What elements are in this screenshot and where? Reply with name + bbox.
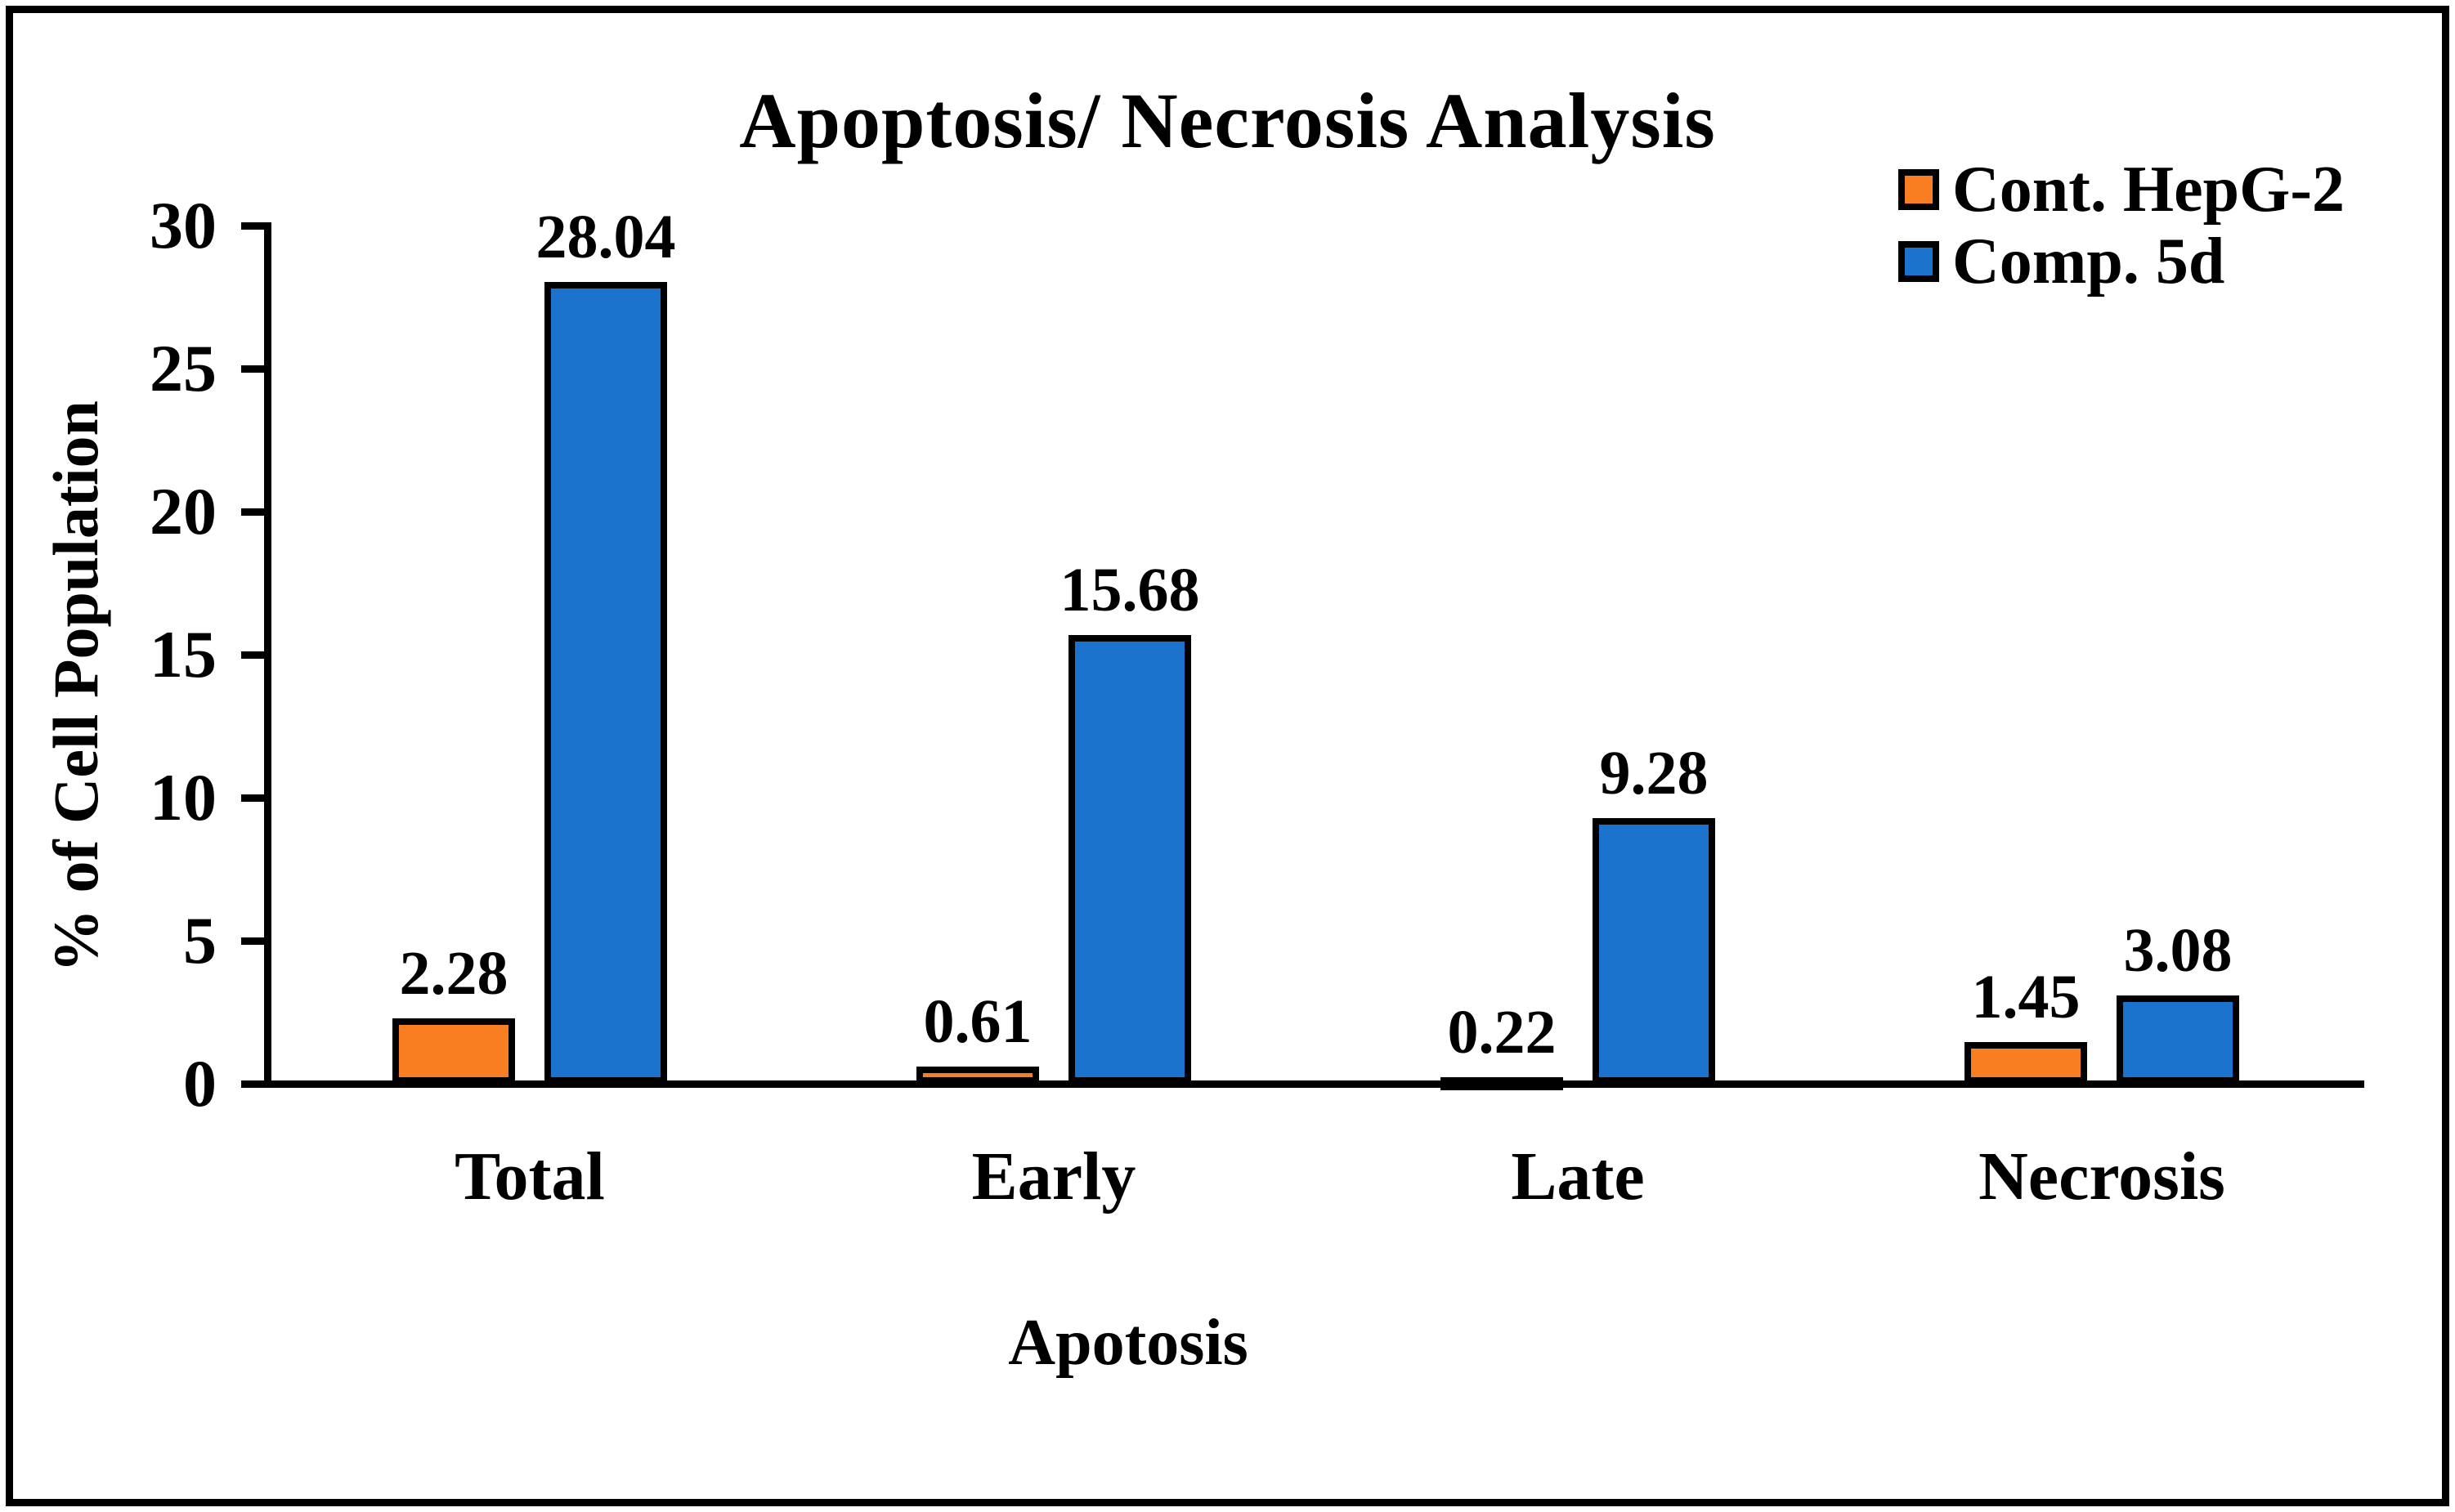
y-tick-label: 0 xyxy=(183,1046,217,1121)
legend-item-cont-hepg2: Cont. HepG-2 xyxy=(1898,154,2345,226)
legend-item-comp-5d: Comp. 5d xyxy=(1898,226,2345,297)
legend-label-comp-5d: Comp. 5d xyxy=(1952,226,2225,297)
x-axis-title: Apotosis xyxy=(1008,1307,1248,1379)
y-tick-label: 10 xyxy=(150,760,217,834)
x-category-label-total: Total xyxy=(455,1138,605,1215)
bar-comp-5d-early xyxy=(1068,635,1191,1084)
chart-title: Apoptosis/ Necrosis Analysis xyxy=(739,77,1716,164)
x-category-label-necrosis: Necrosis xyxy=(1978,1138,2225,1215)
bar-comp-5d-late xyxy=(1593,818,1715,1084)
legend-swatch-orange xyxy=(1898,169,1939,210)
bar-cont-hepg-2-late xyxy=(1440,1077,1563,1090)
x-category-label-late: Late xyxy=(1511,1138,1645,1215)
data-label-cont-hepg-2-necrosis: 1.45 xyxy=(1971,963,2081,1031)
bar-comp-5d-necrosis xyxy=(2117,995,2239,1084)
y-tick-label: 5 xyxy=(183,903,217,977)
bar-comp-5d-total xyxy=(544,282,667,1084)
y-axis-line xyxy=(264,222,271,1088)
data-label-cont-hepg-2-early: 0.61 xyxy=(923,987,1033,1056)
y-tick xyxy=(241,651,264,659)
x-category-label-early: Early xyxy=(971,1138,1136,1215)
legend: Cont. HepG-2 Comp. 5d xyxy=(1898,154,2345,297)
data-label-comp-5d-late: 9.28 xyxy=(1599,739,1709,807)
x-axis-line xyxy=(264,1080,2364,1088)
figure-border xyxy=(6,6,2449,1506)
y-tick-label: 15 xyxy=(150,617,217,691)
y-tick xyxy=(241,1080,264,1088)
y-tick xyxy=(241,365,264,373)
bar-cont-hepg-2-necrosis xyxy=(1964,1042,2087,1084)
legend-swatch-blue xyxy=(1898,241,1939,282)
y-tick xyxy=(241,508,264,516)
y-tick-label: 25 xyxy=(150,331,217,405)
y-tick xyxy=(241,937,264,945)
y-tick xyxy=(241,222,264,230)
y-tick xyxy=(241,794,264,802)
data-label-comp-5d-early: 15.68 xyxy=(1060,556,1200,624)
y-tick-label: 30 xyxy=(150,188,217,262)
data-label-cont-hepg-2-total: 2.28 xyxy=(399,939,508,1008)
data-label-cont-hepg-2-late: 0.22 xyxy=(1447,998,1557,1067)
data-label-comp-5d-total: 28.04 xyxy=(535,203,676,271)
y-tick-label: 20 xyxy=(150,474,217,548)
bar-cont-hepg-2-early xyxy=(916,1067,1039,1084)
bar-cont-hepg-2-total xyxy=(392,1018,515,1084)
data-label-comp-5d-necrosis: 3.08 xyxy=(2123,916,2233,985)
legend-label-cont-hepg2: Cont. HepG-2 xyxy=(1952,154,2345,226)
